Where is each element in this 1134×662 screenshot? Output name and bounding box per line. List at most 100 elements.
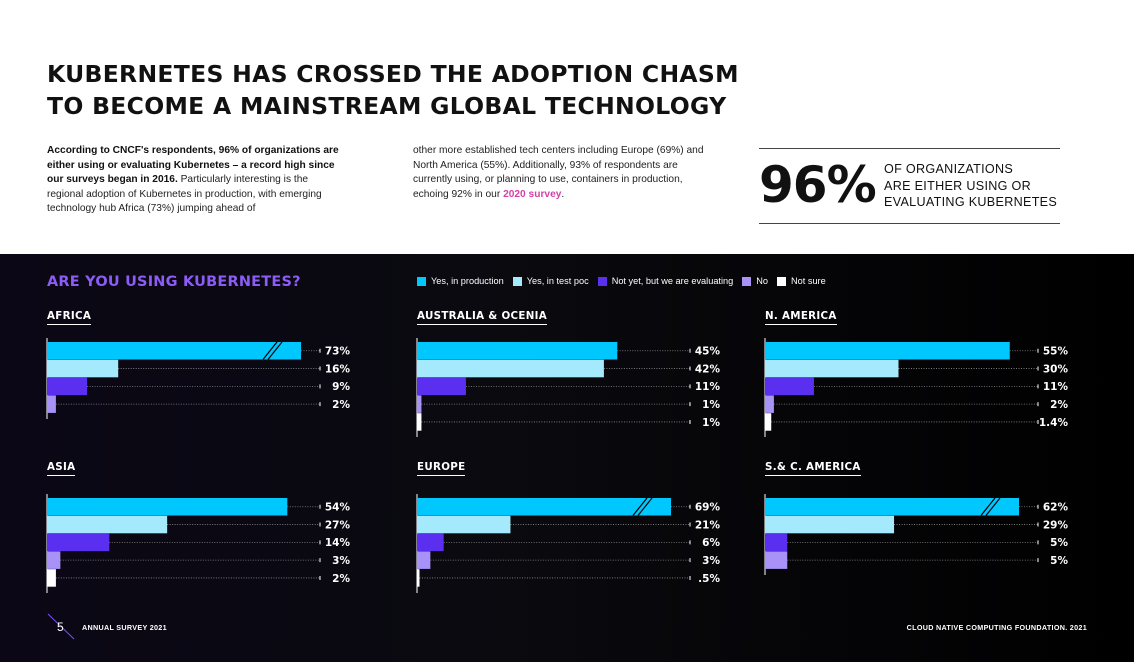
highlight-caption-line-1: OF ORGANIZATIONS <box>884 162 1014 176</box>
survey-link[interactable]: 2020 survey <box>503 188 562 200</box>
page-title-line-2: TO BECOME A MAINSTREAM GLOBAL TECHNOLOGY <box>47 92 727 120</box>
bar-2 <box>765 515 895 534</box>
legend-swatch-evaluating <box>597 276 607 286</box>
page-title: KUBERNETES HAS CROSSED THE ADOPTION CHAS… <box>47 58 739 122</box>
axis-break-mark <box>985 497 1001 516</box>
bar-label: 73% <box>325 346 351 358</box>
bar-label: .5% <box>698 573 720 585</box>
axis-break-mark <box>262 341 278 360</box>
bar-2 <box>765 359 899 378</box>
bar-label: 11% <box>1043 381 1069 393</box>
bar-3 <box>47 533 110 552</box>
legend-label-evaluating: Not yet, but we are evaluating <box>611 276 734 286</box>
chart-africa: 73% 16% 9% 2% <box>46 338 351 420</box>
bar-label: 69% <box>695 502 721 514</box>
bar-5 <box>417 413 422 431</box>
bar-label: 27% <box>325 519 351 531</box>
bar-label: 1% <box>702 417 720 429</box>
legend-item-no: No <box>742 276 768 286</box>
region-label-europe: EUROPE <box>417 461 466 476</box>
bar-label: 6% <box>702 537 720 549</box>
bar-3 <box>765 377 814 396</box>
highlight-caption: OF ORGANIZATIONS ARE EITHER USING OR EVA… <box>884 161 1057 211</box>
chart-question: ARE YOU USING KUBERNETES? <box>47 274 301 290</box>
bar-label: 3% <box>332 555 350 567</box>
highlight-value: 96% <box>759 156 877 214</box>
intro-column-1: According to CNCF's respondents, 96% of … <box>47 144 342 217</box>
bar-label: 5% <box>1050 537 1068 549</box>
bar-1 <box>765 342 1010 360</box>
bar-3 <box>417 377 466 396</box>
bar-4 <box>417 395 422 413</box>
bar-label: 21% <box>695 519 721 531</box>
bar-label: 2% <box>1050 399 1068 411</box>
bar-3 <box>47 377 88 396</box>
bar-label: 55% <box>1043 346 1069 358</box>
region-label-asia: ASIA <box>47 461 76 476</box>
region-label-africa: AFRICA <box>47 310 92 325</box>
bar-label: 5% <box>1050 555 1068 567</box>
highlight-stat: 96% OF ORGANIZATIONS ARE EITHER USING OR… <box>759 148 1060 224</box>
region-label-sc-america: S.& C. AMERICA <box>765 461 861 476</box>
legend-label-no: No <box>756 276 768 286</box>
bar-2 <box>47 359 119 378</box>
bar-label: 16% <box>325 363 351 375</box>
intro-text-2: other more established tech centers incl… <box>413 145 704 200</box>
legend-item-test-poc: Yes, in test poc <box>512 276 589 286</box>
bar-1 <box>47 498 288 516</box>
bar-label: 54% <box>325 502 351 514</box>
axis-break-mark <box>632 497 648 516</box>
bar-3 <box>417 533 444 552</box>
bar-4 <box>47 395 56 413</box>
bar-1 <box>417 342 618 360</box>
bar-label: 1% <box>702 399 720 411</box>
legend-swatch-test-poc <box>512 276 522 286</box>
legend-label-production: Yes, in production <box>431 276 504 286</box>
bar-label: 45% <box>695 346 721 358</box>
page-number: 5 <box>57 620 64 634</box>
bar-label: 2% <box>332 573 350 585</box>
footer-left: ANNUAL SURVEY 2021 <box>82 623 167 632</box>
bar-5 <box>765 413 772 431</box>
chart-panel <box>0 254 1134 662</box>
bar-2 <box>47 515 168 534</box>
bar-label: 1.4% <box>1039 417 1069 429</box>
legend-item-production: Yes, in production <box>417 276 504 286</box>
bar-2 <box>417 359 604 378</box>
bar-1 <box>417 498 671 516</box>
highlight-caption-line-3: EVALUATING KUBERNETES <box>884 195 1058 209</box>
bar-4 <box>47 551 61 569</box>
page-title-line-1: KUBERNETES HAS CROSSED THE ADOPTION CHAS… <box>47 60 739 88</box>
bar-4 <box>765 395 774 413</box>
bar-2 <box>417 515 511 534</box>
legend-label-not-sure: Not sure <box>791 276 826 286</box>
chart-n-america: 55% 30% 11% 2% 1.4% <box>764 338 1069 437</box>
intro-text-2-end: . <box>561 188 565 200</box>
bar-label: 2% <box>332 399 350 411</box>
axis-break-mark <box>980 497 996 516</box>
chart-sc-america: 62% 29% 5% 5% <box>764 494 1069 576</box>
intro-text-1: Particularly interesting is the regional… <box>47 174 322 215</box>
footer-slash-icon <box>47 613 75 640</box>
legend-swatch-production <box>417 276 426 286</box>
region-label-n-america: N. AMERICA <box>765 310 837 325</box>
bar-label: 30% <box>1043 363 1069 375</box>
intro-column-2: other more established tech centers incl… <box>413 144 713 202</box>
bar-5 <box>47 569 56 587</box>
bar-label: 14% <box>325 537 351 549</box>
bar-label: 29% <box>1043 519 1069 531</box>
intro-bold-text: According to CNCF's respondents, 96% of … <box>47 145 339 186</box>
bar-label: 42% <box>695 363 721 375</box>
highlight-caption-line-2: ARE EITHER USING OR <box>884 178 1032 193</box>
legend-swatch-no <box>742 276 752 286</box>
bar-label: 3% <box>702 555 720 567</box>
bar-label: 62% <box>1043 502 1069 514</box>
bar-label: 11% <box>695 381 721 393</box>
legend-item-evaluating: Not yet, but we are evaluating <box>597 276 734 286</box>
bar-5 <box>417 569 420 587</box>
region-label-australia: AUSTRALIA & OCENIA <box>417 310 548 325</box>
legend-label-test-poc: Yes, in test poc <box>526 276 589 286</box>
axis-break-mark <box>267 341 283 360</box>
chart-asia: 54% 27% 14% 3% 2% <box>46 494 351 593</box>
chart-legend: Yes, in production Yes, in test poc Not … <box>417 276 826 286</box>
